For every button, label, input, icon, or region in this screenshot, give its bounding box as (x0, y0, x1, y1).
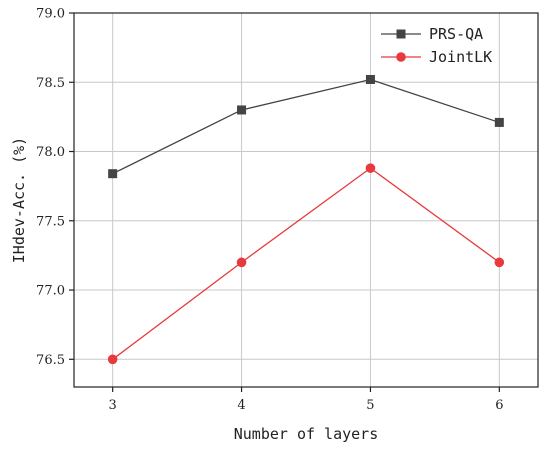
series-jointlk (107, 163, 505, 365)
data-point (236, 257, 247, 268)
y-tick-label: 76.5 (36, 353, 65, 368)
data-point (107, 354, 118, 365)
y-tick-label: 77.0 (36, 284, 65, 299)
y-tick-label: 79.0 (36, 7, 65, 22)
data-point (494, 257, 505, 268)
y-tick-label: 78.0 (36, 145, 65, 160)
y-tick-label: 77.5 (36, 214, 65, 229)
data-point (108, 169, 118, 179)
x-axis-label: Number of layers (234, 425, 379, 443)
x-tick-label: 5 (366, 398, 374, 413)
grid (74, 12, 538, 387)
data-point (494, 117, 504, 127)
x-tick-label: 3 (109, 398, 117, 413)
series-line (112, 167, 500, 360)
ticks: 3 4 5 6 76.5 77.0 77.5 78.0 78.5 79.0 (36, 7, 503, 414)
series-prs-qa (108, 74, 504, 179)
y-tick-label: 78.5 (36, 76, 65, 91)
legend-label: JointLK (429, 48, 492, 66)
legend-item: PRS-QA (381, 25, 483, 43)
series-line (112, 78, 500, 175)
x-tick-label: 6 (495, 398, 503, 413)
data-point (365, 74, 375, 84)
plot-frame (73, 12, 539, 388)
legend-item: JointLK (381, 48, 492, 66)
legend-label: PRS-QA (429, 25, 483, 43)
legend-marker (396, 52, 406, 62)
x-tick-label: 4 (237, 398, 245, 413)
data-point (237, 105, 247, 115)
series-layer (107, 74, 505, 365)
legend-marker (396, 29, 406, 39)
legend: PRS-QA JointLK (381, 25, 492, 66)
y-axis-label: IHdev-Acc. (%) (10, 137, 28, 263)
data-point (365, 163, 376, 173)
